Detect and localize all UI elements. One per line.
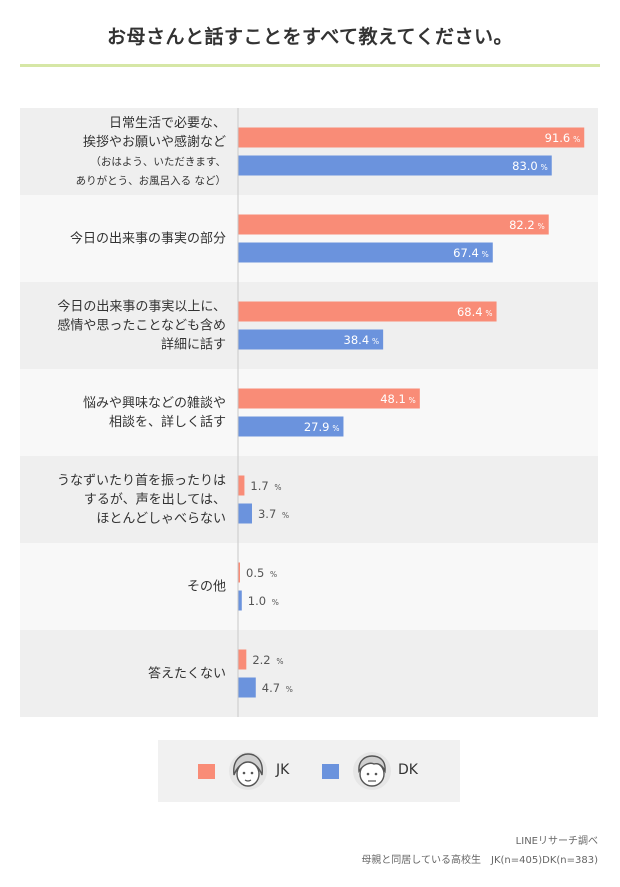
data-label-dk: 67.4 [453,246,479,260]
category-label-line: うなずいたり首を振ったりは [57,474,226,489]
legend-label-jk: JK [276,762,290,778]
category-band [20,195,598,282]
source-sample-note: 母親と同居している高校生 JK(n=405)DK(n=383) [361,855,598,866]
bar-chart: 日常生活で必要な、挨拶やお願いや感謝など （おはよう、いただきます、ありがとう、お… [20,108,598,717]
legend-swatch-dk [322,764,339,779]
boy-face-icon [353,752,391,790]
data-label-dk: 38.4 [344,333,370,347]
data-label-jk: 0.5 [246,566,264,580]
bar-dk [238,677,256,698]
category-label-line: 相談を、詳しく話す [109,414,226,430]
title-underline [20,64,600,67]
bar-jk [238,127,585,148]
legend-swatch-jk [198,764,215,779]
data-label-jk: 1.7 [250,479,268,493]
chart-title: お母さんと話すことをすべて教えてください。 [107,26,513,48]
legend-label-dk: DK [398,762,418,778]
category-label: 今日の出来事の事実の部分 [70,231,226,247]
category-label: 今日の出来事の事実以上に、感情や思ったことなども含め詳細に話す [57,299,226,353]
data-label-unit: % [276,657,283,666]
category-label-line: 今日の出来事の事実の部分 [70,231,226,247]
data-label-unit: % [485,309,492,318]
data-label-jk: 82.2 [509,218,535,232]
data-label-unit: % [372,337,379,346]
bar-jk [238,388,420,409]
category-label-line: 日常生活で必要な、 [109,116,226,131]
data-label-dk: 83.0 [512,159,538,173]
data-label-unit: % [282,511,289,520]
category-label-line: 挨拶やお願いや感謝など [83,134,226,150]
girl-face-icon [229,752,267,790]
category-label: うなずいたり首を振ったりはするが、声を出しては、ほとんどしゃべらない [57,474,226,527]
bar-dk [238,416,344,437]
data-label-dk: 4.7 [262,681,280,695]
category-label-line: 悩みや興味などの雑談や [83,395,226,411]
bar-dk [238,590,242,611]
category-band [20,456,598,543]
bar-jk [238,649,247,670]
bar-jk [238,475,245,496]
category-label-line: 感情や思ったことなども含め [57,318,226,334]
data-label-unit: % [332,424,339,433]
category-label-line: その他 [187,580,226,595]
bar-dk [238,242,493,263]
category-label: 答えたくない [148,666,226,682]
category-label: その他 [187,580,226,595]
data-label-unit: % [541,163,548,172]
category-label-line: 詳細に話す [161,337,226,353]
category-band [20,282,598,369]
bar-jk [238,214,549,235]
data-label-unit: % [286,685,293,694]
data-label-dk: 3.7 [258,507,276,521]
category-label-line: ありがとう、お風呂入る など） [76,174,226,187]
data-label-jk: 91.6 [545,131,571,145]
category-label: 悩みや興味などの雑談や相談を、詳しく話す [83,395,226,430]
category-label-line: するが、声を出しては、 [84,493,226,508]
bar-dk [238,329,384,350]
category-label-line: 答えたくない [148,666,226,682]
data-label-dk: 1.0 [248,594,266,608]
bar-dk [238,503,252,524]
data-label-unit: % [409,396,416,405]
data-label-unit: % [482,250,489,259]
data-label-dk: 27.9 [304,420,330,434]
data-label-jk: 68.4 [457,305,483,319]
category-label-line: 今日の出来事の事実以上に、 [57,299,226,315]
bar-jk [238,562,240,583]
data-label-unit: % [573,135,580,144]
category-band [20,369,598,456]
data-label-unit: % [272,598,279,607]
source-credit: LINEリサーチ調べ [515,836,598,847]
bar-jk [238,301,497,322]
data-label-unit: % [270,570,277,579]
category-label-line: ほとんどしゃべらない [96,512,226,527]
legend: JK DK [158,740,460,802]
data-label-unit: % [538,222,545,231]
category-band [20,630,598,717]
category-band [20,543,598,630]
category-band [20,108,598,195]
category-label-line: （おはよう、いただきます、 [90,156,226,168]
bar-dk [238,155,552,176]
data-label-jk: 2.2 [252,653,270,667]
data-label-unit: % [274,483,281,492]
category-label: 日常生活で必要な、挨拶やお願いや感謝など （おはよう、いただきます、ありがとう、お… [76,116,226,187]
data-label-jk: 48.1 [380,392,406,406]
